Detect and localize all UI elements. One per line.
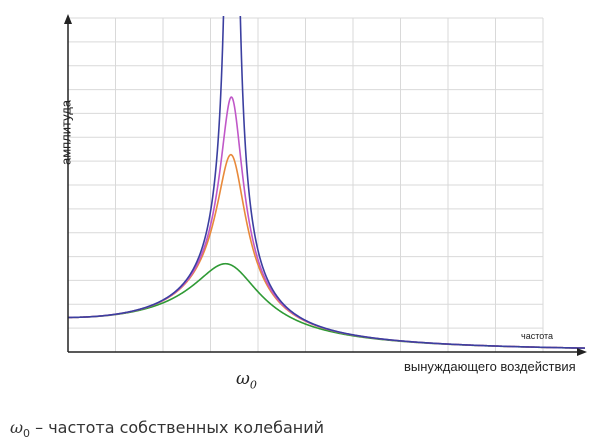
series-line-4 xyxy=(67,262,586,349)
caption-subscript: 0 xyxy=(23,427,31,441)
x-tick-subscript: 0 xyxy=(249,378,257,392)
axes xyxy=(64,14,587,356)
x-axis-arrow xyxy=(577,348,587,356)
caption-text: – частота собственных колебаний xyxy=(30,418,324,437)
top-mask xyxy=(0,0,591,16)
y-axis-label: амплитуда xyxy=(58,99,74,166)
series-line-2 xyxy=(67,96,586,349)
series-line-3 xyxy=(67,153,586,349)
series-lines xyxy=(0,0,591,349)
series-line-1 xyxy=(67,0,586,349)
x-tick-label-omega0: ω0 xyxy=(236,369,257,391)
grid xyxy=(68,17,544,352)
caption: ω0 – частота собственных колебаний xyxy=(10,418,324,440)
y-axis-arrow xyxy=(64,14,72,24)
x-tick-symbol: ω xyxy=(236,369,250,389)
x-axis-label-bottom: вынуждающего воздействия xyxy=(404,359,576,374)
x-axis-label-top: частота xyxy=(521,331,554,341)
caption-symbol: ω xyxy=(10,418,24,437)
